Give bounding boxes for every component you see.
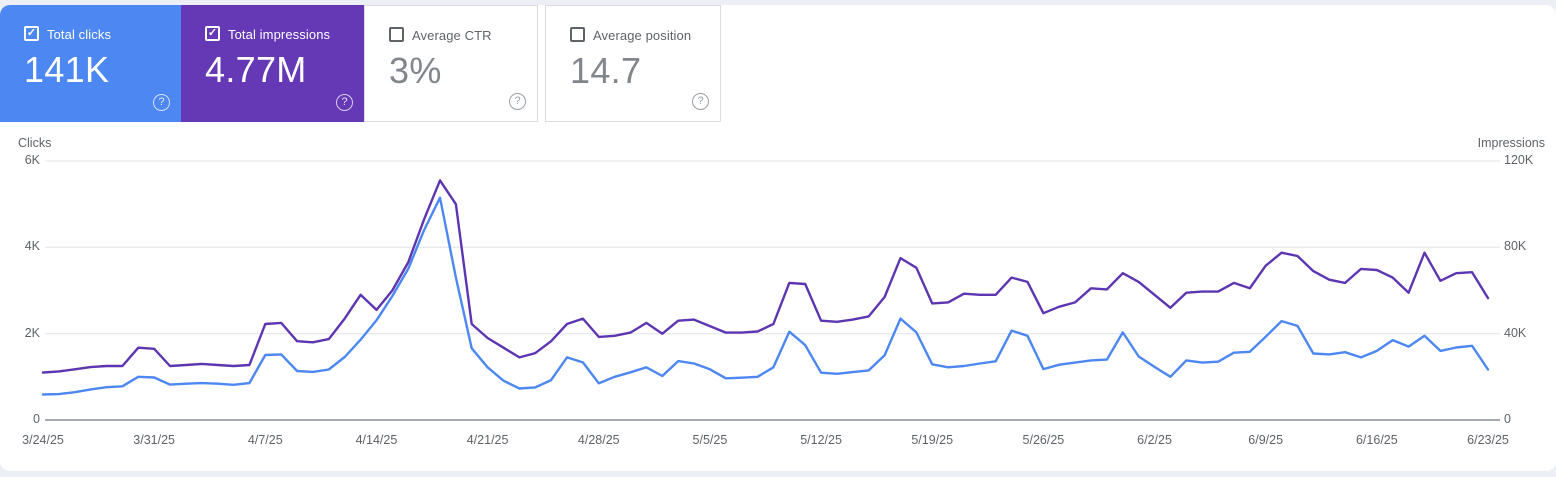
y-tick-label: 40K bbox=[1504, 325, 1527, 340]
x-tick-label: 4/28/25 bbox=[577, 433, 620, 447]
card-label: Average CTR bbox=[412, 28, 492, 43]
help-icon[interactable]: ? bbox=[153, 94, 170, 111]
checkbox-unchecked-icon[interactable] bbox=[570, 27, 585, 42]
gridlines bbox=[45, 160, 1500, 421]
card-total-clicks[interactable]: ✓ Total clicks 141K ? bbox=[0, 5, 181, 122]
help-icon[interactable]: ? bbox=[509, 93, 526, 110]
card-label: Total impressions bbox=[228, 27, 331, 42]
checkbox-checked-icon[interactable]: ✓ bbox=[24, 26, 39, 41]
left-axis-title: Clicks bbox=[18, 136, 52, 150]
y-tick-label: 120K bbox=[1504, 153, 1534, 167]
checkbox-unchecked-icon[interactable] bbox=[389, 27, 404, 42]
performance-panel: ✓ Total clicks 141K ? ✓ Total impression… bbox=[0, 5, 1556, 471]
clicks-line bbox=[41, 196, 1490, 396]
x-tick-label: 6/9/25 bbox=[1248, 433, 1284, 447]
card-value: 14.7 bbox=[570, 50, 642, 91]
checkbox-checked-icon[interactable]: ✓ bbox=[205, 26, 220, 41]
card-value: 3% bbox=[389, 50, 442, 91]
x-tick-label: 5/26/25 bbox=[1022, 433, 1065, 447]
help-icon[interactable]: ? bbox=[692, 93, 709, 110]
x-tick-label: 4/21/25 bbox=[466, 433, 509, 447]
card-total-impressions[interactable]: ✓ Total impressions 4.77M ? bbox=[181, 5, 364, 122]
y-tick-label: 0 bbox=[1504, 412, 1511, 426]
card-average-ctr[interactable]: Average CTR 3% ? bbox=[364, 5, 538, 122]
y-tick-label: 80K bbox=[1504, 239, 1527, 254]
help-icon[interactable]: ? bbox=[336, 94, 353, 111]
x-tick-label: 4/7/25 bbox=[247, 433, 283, 447]
card-value: 141K bbox=[24, 49, 110, 90]
x-tick-label: 3/24/25 bbox=[22, 433, 64, 447]
x-tick-label: 6/16/25 bbox=[1355, 433, 1398, 447]
x-tick-label: 6/2/25 bbox=[1137, 433, 1172, 447]
x-tick-label: 4/14/25 bbox=[355, 433, 398, 447]
card-average-position[interactable]: Average position 14.7 ? bbox=[545, 5, 721, 122]
impressions-line bbox=[41, 179, 1490, 374]
x-tick-label: 6/23/25 bbox=[1467, 433, 1509, 447]
x-tick-label: 3/31/25 bbox=[133, 433, 175, 447]
y-tick-label: 0 bbox=[33, 412, 40, 426]
x-tick-label: 5/12/25 bbox=[800, 433, 842, 447]
card-label: Average position bbox=[593, 28, 692, 43]
y-tick-label: 6K bbox=[24, 153, 40, 167]
right-axis-title: Impressions bbox=[1477, 136, 1545, 150]
card-label: Total clicks bbox=[47, 27, 112, 42]
x-tick-label: 5/19/25 bbox=[911, 433, 954, 447]
y-tick-label: 2K bbox=[24, 325, 40, 340]
x-tick-label: 5/5/25 bbox=[692, 433, 728, 447]
performance-chart[interactable] bbox=[0, 5, 1556, 471]
card-value: 4.77M bbox=[205, 49, 307, 90]
y-tick-label: 4K bbox=[24, 239, 40, 254]
